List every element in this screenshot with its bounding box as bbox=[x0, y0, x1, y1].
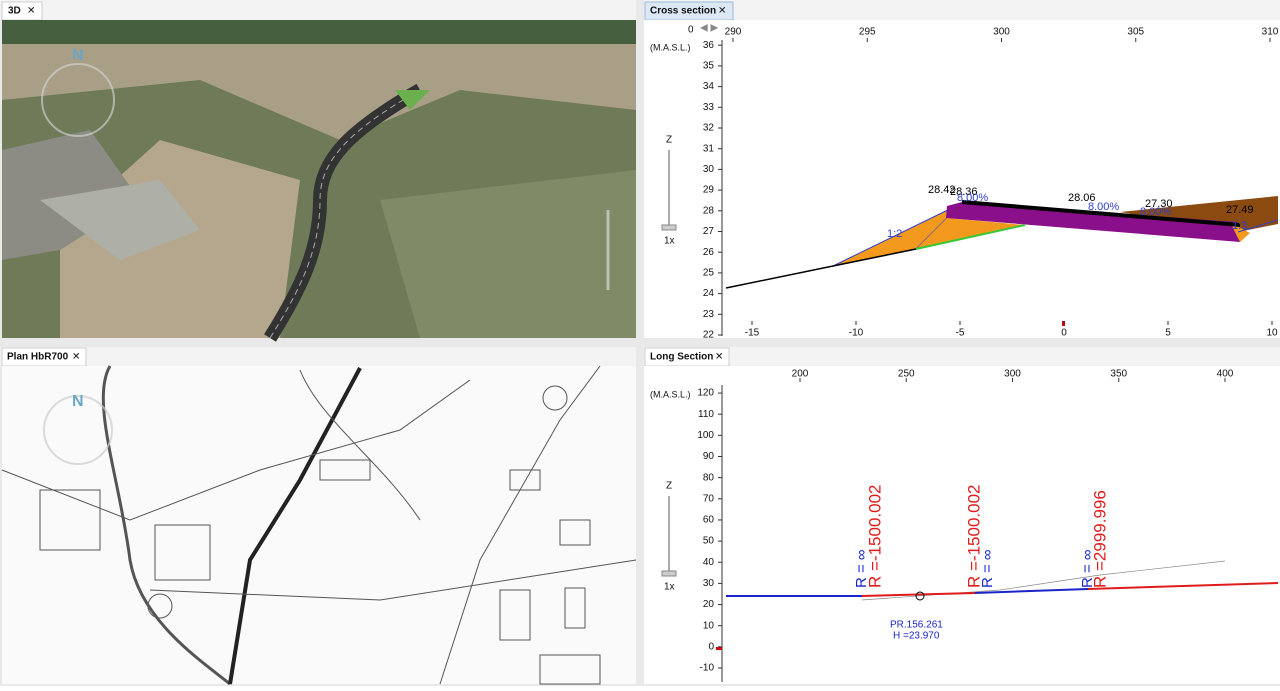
annotation: 27.49 bbox=[1226, 204, 1254, 216]
annotation: 1:2 bbox=[887, 228, 902, 240]
y-tick-label: 34 bbox=[703, 81, 715, 92]
tab-close[interactable]: ✕ bbox=[715, 352, 723, 363]
x-tick-label: 300 bbox=[1004, 369, 1021, 380]
svg-text:N: N bbox=[72, 47, 84, 64]
long-section-view[interactable]: (M.A.S.L.) Z 1x PR.156.261 H =23.970 200… bbox=[644, 366, 1280, 684]
curve-label: R = ∞ bbox=[979, 549, 996, 588]
y-tick-label: 26 bbox=[703, 247, 715, 258]
y-tick-label: 28 bbox=[703, 205, 715, 216]
cross-section-view[interactable]: (M.A.S.L.) Z 1x 0 ◀ ▶ 290 295 300 305 310-15… bbox=[644, 20, 1280, 341]
tab-title: Plan HbR700 bbox=[7, 352, 69, 363]
annotation: 8.00% bbox=[1088, 201, 1119, 213]
zoom-slider[interactable] bbox=[661, 570, 677, 577]
y-tick-label: 70 bbox=[703, 493, 715, 504]
x-tick-label: 10 bbox=[1266, 328, 1278, 339]
y-tick-label: 40 bbox=[703, 557, 715, 568]
y-tick-label: 36 bbox=[703, 40, 715, 51]
curve-label: R = ∞ bbox=[1079, 549, 1096, 588]
annotation: 8.00% bbox=[1140, 206, 1171, 218]
y-tick-label: 30 bbox=[703, 578, 715, 589]
y-tick-label: 120 bbox=[697, 388, 714, 399]
plan-view[interactable]: N bbox=[1, 365, 637, 686]
y-tick-label: 31 bbox=[703, 143, 715, 154]
y-tick-label: 80 bbox=[703, 472, 715, 483]
zoom-axis: Z bbox=[666, 481, 672, 492]
y-tick-label: 110 bbox=[698, 409, 714, 420]
x-tick-label: 200 bbox=[792, 369, 809, 380]
unit-label: (M.A.S.L.) bbox=[650, 42, 691, 52]
x-tick-label: 295 bbox=[859, 27, 876, 38]
annotation: 28.06 bbox=[1068, 192, 1096, 204]
x-tick-label: 290 bbox=[725, 27, 742, 38]
curve-label: R =2999.996 bbox=[1090, 490, 1109, 588]
tab-bar bbox=[644, 347, 1280, 366]
zoom-level: 1x bbox=[664, 236, 675, 247]
annotation: 27.30 bbox=[1145, 198, 1173, 210]
annotation: 28.42 bbox=[928, 184, 956, 196]
point-name: PR.156.261 bbox=[890, 620, 943, 631]
x-tick-label: 250 bbox=[898, 369, 915, 380]
x-tick-label: 5 bbox=[1165, 328, 1171, 339]
point-height: H =23.970 bbox=[893, 631, 940, 642]
y-tick-label: 10 bbox=[703, 620, 715, 631]
y-tick-label: 0 bbox=[708, 641, 714, 652]
tab-title: Long Section bbox=[650, 352, 713, 363]
x-tick-label: 305 bbox=[1127, 27, 1144, 38]
svg-text:N: N bbox=[72, 393, 84, 410]
y-tick-label: 32 bbox=[703, 123, 715, 134]
tab-bar bbox=[0, 0, 636, 20]
annotation: 1:3 bbox=[1232, 220, 1247, 232]
tab-close[interactable]: ✕ bbox=[72, 352, 80, 363]
y-tick-label: 27 bbox=[703, 226, 715, 237]
zoom-axis: Z bbox=[666, 135, 672, 146]
tab-title: Cross section bbox=[650, 6, 716, 17]
y-tick-label: 29 bbox=[703, 185, 715, 196]
y-tick-label: 20 bbox=[703, 599, 715, 610]
y-tick-label: 33 bbox=[703, 102, 715, 113]
y-tick-label: 23 bbox=[703, 309, 715, 320]
curve-label: R =-1500.002 bbox=[964, 485, 983, 589]
x-tick-label: 350 bbox=[1110, 369, 1127, 380]
annotation: 8.00% bbox=[957, 192, 988, 204]
x-tick-label: 0 bbox=[1061, 328, 1067, 339]
x-tick-label: 310 bbox=[1262, 27, 1279, 38]
annotation: 28.36 bbox=[950, 186, 978, 198]
y-tick-label: 50 bbox=[703, 536, 715, 547]
tab-bar bbox=[644, 0, 1280, 20]
station: 0 bbox=[688, 25, 694, 36]
tab-close[interactable]: ✕ bbox=[718, 6, 726, 17]
curve-label: R =-1500.002 bbox=[865, 485, 884, 589]
x-tick-label: -10 bbox=[849, 328, 864, 339]
curve-label: R = ∞ bbox=[853, 549, 870, 588]
tab-bar bbox=[0, 347, 636, 366]
y-tick-label: 35 bbox=[703, 61, 715, 72]
svg-text:◀ ▶: ◀ ▶ bbox=[700, 23, 718, 34]
x-tick-label: -5 bbox=[956, 328, 965, 339]
y-tick-label: 25 bbox=[703, 268, 715, 279]
y-tick-label: 60 bbox=[703, 515, 715, 526]
y-tick-label: 30 bbox=[703, 164, 715, 175]
3d-view[interactable]: N bbox=[2, 20, 636, 342]
unit-label: (M.A.S.L.) bbox=[650, 389, 691, 399]
y-tick-label: 24 bbox=[703, 288, 715, 299]
zoom-level: 1x bbox=[664, 582, 675, 593]
y-tick-label: 100 bbox=[697, 430, 714, 441]
y-tick-label: 90 bbox=[703, 451, 715, 462]
tab-close[interactable]: ✕ bbox=[27, 6, 35, 17]
tab-title: 3D bbox=[8, 6, 21, 17]
y-tick-label: 22 bbox=[703, 330, 715, 341]
y-tick-label: -10 bbox=[700, 663, 715, 674]
zoom-slider[interactable] bbox=[661, 224, 677, 231]
x-tick-label: 400 bbox=[1217, 369, 1234, 380]
x-tick-label: 300 bbox=[993, 27, 1010, 38]
x-tick-label: -15 bbox=[745, 328, 760, 339]
